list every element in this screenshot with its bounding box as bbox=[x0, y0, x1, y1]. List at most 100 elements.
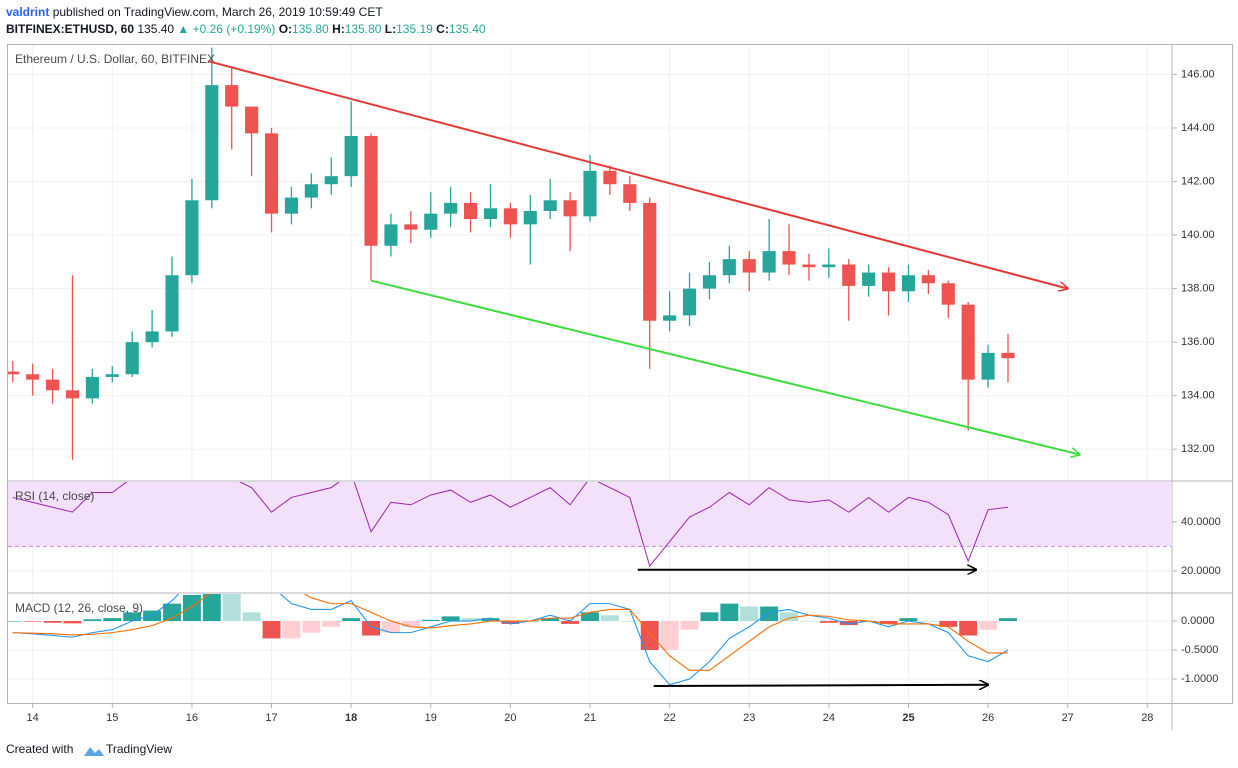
macd-histogram-bar bbox=[222, 594, 241, 622]
candle-body bbox=[782, 251, 796, 265]
y-tick-label: 140.00 bbox=[1181, 229, 1215, 241]
y-tick-label: -1.0000 bbox=[1181, 673, 1218, 685]
x-tick-label: 26 bbox=[982, 712, 994, 724]
candle-body bbox=[324, 176, 338, 185]
macd-histogram-bar bbox=[819, 621, 838, 623]
rsi-line bbox=[12, 482, 1009, 568]
candle-body bbox=[46, 379, 60, 391]
y-tick-label: 0.0000 bbox=[1181, 615, 1215, 627]
x-tick-label: 17 bbox=[265, 712, 277, 724]
macd-histogram-bar bbox=[63, 621, 82, 624]
macd-histogram-bar bbox=[780, 612, 798, 622]
candle-body bbox=[643, 202, 657, 321]
candle-body bbox=[1001, 352, 1015, 359]
candle-body bbox=[961, 304, 975, 380]
macd-histogram-bar bbox=[322, 621, 341, 627]
candle-body bbox=[225, 85, 239, 107]
x-tick-label: 16 bbox=[186, 712, 198, 724]
x-tick-label: 23 bbox=[743, 712, 755, 724]
candle-body bbox=[344, 136, 358, 177]
y-tick-label: 136.00 bbox=[1181, 336, 1215, 348]
author[interactable]: valdrint bbox=[6, 5, 49, 19]
x-tick-label: 19 bbox=[425, 712, 437, 724]
macd-histogram-bar bbox=[143, 610, 162, 622]
footer-brand[interactable]: TradingView bbox=[106, 742, 172, 756]
signal-line bbox=[12, 594, 1008, 671]
macd-histogram-bar bbox=[501, 621, 520, 624]
macd-histogram-bar bbox=[202, 594, 221, 622]
macd-histogram-bar bbox=[999, 618, 1017, 622]
candle-body bbox=[762, 251, 776, 273]
macd-histogram-bar bbox=[919, 621, 938, 622]
x-tick-label: 18 bbox=[345, 712, 357, 724]
candle-body bbox=[862, 272, 876, 286]
y-tick-label: 138.00 bbox=[1181, 283, 1215, 295]
candle-body bbox=[623, 184, 637, 203]
candle-body bbox=[245, 106, 259, 134]
candle-body bbox=[583, 170, 597, 217]
candle-body bbox=[901, 275, 916, 292]
candle-body bbox=[822, 264, 836, 268]
macd-histogram-bar bbox=[839, 621, 858, 626]
macd-histogram-bar bbox=[640, 621, 659, 651]
pane-title: Ethereum / U.S. Dollar, 60, BITFINEX bbox=[15, 52, 215, 66]
macd-histogram-bar bbox=[899, 618, 918, 622]
candle-body bbox=[483, 208, 498, 219]
candle-body bbox=[65, 390, 80, 399]
pane-content bbox=[8, 594, 1172, 703]
y-tick-label: 144.00 bbox=[1181, 122, 1215, 134]
ohlc-l-label: L: bbox=[385, 22, 396, 36]
macd-histogram-bar bbox=[302, 621, 321, 633]
candle-body bbox=[603, 170, 617, 185]
macd-histogram-bar bbox=[700, 612, 719, 622]
published: published on TradingView.com, March 26, … bbox=[53, 5, 384, 19]
candle-body bbox=[682, 288, 697, 316]
ohlc-c-value: 135.40 bbox=[449, 22, 486, 36]
macd-histogram-bar bbox=[103, 618, 122, 622]
macd-histogram-bar bbox=[182, 594, 201, 622]
macd-histogram-bar bbox=[83, 619, 102, 622]
candle-body bbox=[264, 133, 279, 214]
macd-histogram-bar bbox=[939, 621, 958, 627]
candle-body bbox=[663, 315, 677, 321]
macd-histogram-bar bbox=[660, 621, 679, 651]
tradingview-logo bbox=[84, 747, 104, 756]
y-tick-label: 142.00 bbox=[1181, 175, 1215, 187]
macd-histogram-bar bbox=[680, 621, 699, 630]
macd-histogram-bar bbox=[959, 621, 978, 636]
macd-histogram-bar bbox=[720, 603, 739, 622]
y-tick-label: 134.00 bbox=[1181, 390, 1215, 402]
macd-histogram-bar bbox=[600, 615, 619, 622]
pane-content bbox=[8, 45, 1172, 480]
x-tick-label: 22 bbox=[663, 712, 675, 724]
y-tick-label: 20.0000 bbox=[1181, 565, 1221, 577]
pane-title: RSI (14, close) bbox=[15, 489, 94, 503]
x-tick-label: 25 bbox=[902, 712, 914, 724]
candle-body bbox=[85, 376, 99, 399]
last-price: 135.40 bbox=[137, 22, 174, 36]
ohlc-c-label: C: bbox=[436, 22, 449, 36]
x-tick-label: 14 bbox=[27, 712, 39, 724]
x-tick-label: 15 bbox=[106, 712, 118, 724]
candle-body bbox=[444, 202, 458, 214]
macd-histogram-bar bbox=[561, 621, 580, 624]
candle-body bbox=[26, 374, 40, 380]
candle-body bbox=[284, 197, 299, 214]
x-tick-label: 21 bbox=[584, 712, 596, 724]
trend-arrow bbox=[207, 60, 1068, 289]
candle-body bbox=[702, 275, 716, 289]
candle-body bbox=[304, 184, 318, 198]
macd-histogram-bar bbox=[441, 616, 460, 622]
x-tick-label: 28 bbox=[1141, 712, 1153, 724]
ohlc-h-label: H: bbox=[332, 22, 345, 36]
candle-body bbox=[205, 85, 219, 201]
candle-body bbox=[185, 200, 199, 276]
macd-histogram-bar bbox=[282, 621, 301, 639]
macd-histogram-bar bbox=[342, 618, 361, 622]
header-line-1: valdrint published on TradingView.com, M… bbox=[6, 5, 383, 19]
x-tick-label: 20 bbox=[504, 712, 516, 724]
macd-histogram-bar bbox=[541, 618, 560, 622]
trend-arrow bbox=[653, 685, 988, 686]
symbol: BITFINEX:ETHUSD, 60 bbox=[6, 22, 134, 36]
